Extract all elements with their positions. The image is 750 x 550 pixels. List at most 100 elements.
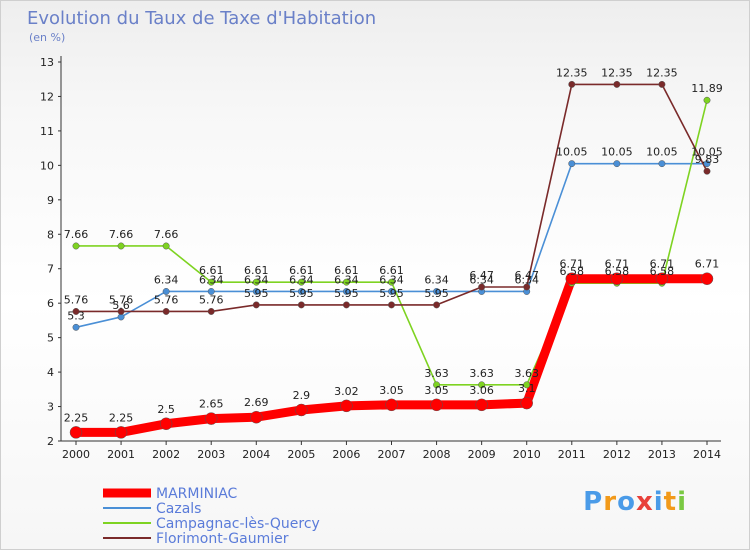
- data-point: [655, 272, 669, 285]
- data-label: 3.06: [469, 384, 494, 397]
- data-label: 5.76: [64, 293, 89, 306]
- y-tick-label: 13: [40, 56, 54, 69]
- data-point: [159, 417, 173, 431]
- legend-label: Campagnac-lès-Quercy: [156, 516, 320, 532]
- data-label: 12.35: [556, 66, 588, 79]
- data-point: [433, 381, 441, 389]
- y-tick-label: 5: [47, 332, 54, 345]
- data-label: 12.35: [646, 66, 678, 79]
- data-point: [207, 288, 215, 295]
- x-tick-label: 2002: [152, 448, 180, 461]
- x-tick-label: 2012: [603, 448, 631, 461]
- data-label: 10.05: [646, 146, 678, 159]
- data-label: 2.9: [293, 389, 311, 402]
- data-point: [117, 242, 125, 250]
- y-tick-label: 2: [47, 435, 54, 448]
- data-label: 5.76: [199, 293, 224, 306]
- data-label: 5.95: [379, 287, 404, 300]
- y-tick-label: 3: [47, 401, 54, 414]
- y-tick-label: 9: [47, 194, 54, 207]
- data-label: 2.5: [157, 403, 175, 416]
- data-label: 3.05: [379, 384, 404, 397]
- y-tick-label: 10: [40, 159, 54, 172]
- data-point: [388, 288, 395, 295]
- data-label: 6.58: [605, 265, 630, 278]
- data-point: [342, 288, 350, 295]
- data-label: 3.63: [514, 367, 539, 380]
- x-tick-label: 2009: [468, 448, 496, 461]
- data-point: [297, 278, 305, 286]
- data-point: [114, 426, 128, 439]
- data-label: 6.47: [469, 269, 494, 282]
- data-label: 6.47: [514, 269, 539, 282]
- data-point: [295, 403, 308, 417]
- data-point: [162, 308, 170, 315]
- data-label: 2.25: [64, 411, 89, 424]
- data-label: 7.66: [109, 228, 134, 241]
- data-point: [117, 308, 125, 315]
- y-tick-label: 11: [40, 125, 54, 138]
- data-label: 12.35: [601, 66, 633, 79]
- data-point: [703, 167, 711, 175]
- y-tick-label: 4: [47, 366, 54, 379]
- data-point: [388, 301, 395, 309]
- data-label: 7.66: [154, 228, 179, 241]
- data-label: 10.05: [601, 146, 633, 159]
- data-label: 3.63: [469, 367, 494, 380]
- data-label: 7.66: [64, 228, 89, 241]
- legend-label: Cazals: [156, 501, 201, 517]
- data-label: 6.34: [379, 273, 404, 286]
- x-tick-label: 2013: [648, 448, 676, 461]
- y-tick-label: 8: [47, 228, 54, 241]
- data-point: [565, 272, 579, 285]
- data-point: [523, 283, 531, 291]
- data-point: [72, 308, 80, 315]
- data-point: [433, 288, 441, 295]
- data-label: 6.71: [695, 258, 720, 271]
- series-points: [69, 80, 714, 439]
- logo-letter: r: [603, 487, 618, 517]
- data-point: [475, 398, 488, 412]
- data-label: 6.58: [560, 265, 585, 278]
- data-label: 6.34: [289, 273, 314, 286]
- data-label: 6.34: [199, 273, 224, 286]
- data-point: [388, 278, 395, 286]
- data-label: 5.6: [112, 299, 130, 312]
- data-label: 6.61: [244, 264, 269, 277]
- data-label: 6.61: [379, 264, 404, 277]
- data-point: [523, 381, 531, 389]
- data-label: 5.95: [289, 287, 314, 300]
- data-point: [252, 288, 260, 295]
- series-line: [75, 99, 708, 386]
- data-label: 6.34: [244, 273, 269, 286]
- chart-subtitle: (en %): [29, 31, 65, 44]
- data-point: [703, 160, 711, 168]
- logo-letter: P: [583, 487, 604, 517]
- data-point: [568, 80, 576, 88]
- x-tick-label: 2005: [287, 448, 315, 461]
- data-label: 10.05: [556, 146, 588, 159]
- data-label: 6.61: [289, 264, 314, 277]
- data-label: 6.34: [424, 273, 449, 286]
- y-tick-label: 7: [47, 263, 54, 276]
- data-label: 5.76: [154, 293, 179, 306]
- data-point: [72, 323, 80, 331]
- x-tick-label: 2008: [423, 448, 451, 461]
- data-label: 11.89: [691, 82, 723, 95]
- data-point: [72, 242, 80, 250]
- logo-letter: i: [677, 487, 687, 517]
- data-point: [478, 381, 486, 389]
- logo-letter: o: [617, 487, 636, 517]
- data-label: 5.3: [67, 309, 85, 322]
- data-label: 6.71: [560, 258, 585, 271]
- data-label: 2.65: [199, 398, 224, 411]
- y-tick-label: 12: [40, 90, 54, 103]
- data-point: [297, 288, 305, 295]
- data-point: [342, 278, 350, 286]
- logo-letter: t: [663, 487, 678, 517]
- data-point: [658, 160, 666, 168]
- data-label: 5.76: [109, 293, 134, 306]
- data-label: 3.02: [334, 385, 359, 398]
- data-label: 6.34: [469, 273, 494, 286]
